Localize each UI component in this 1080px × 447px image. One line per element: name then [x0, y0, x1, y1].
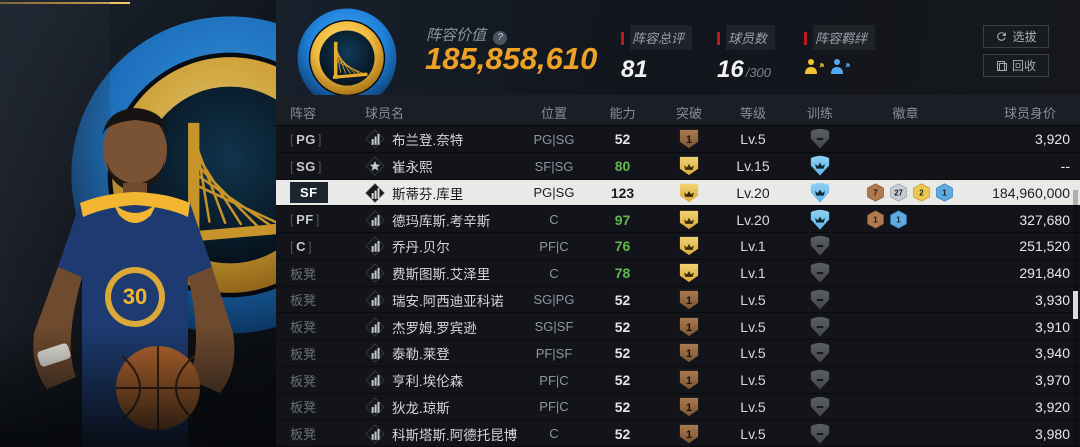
svg-text:1: 1: [686, 402, 692, 414]
svg-text:1: 1: [686, 295, 692, 307]
svg-text:30: 30: [123, 284, 147, 309]
svg-text:1: 1: [686, 322, 692, 334]
svg-text:1: 1: [686, 134, 692, 146]
svg-text:1: 1: [686, 375, 692, 387]
svg-text:1: 1: [686, 429, 692, 441]
svg-text:1: 1: [686, 348, 692, 360]
